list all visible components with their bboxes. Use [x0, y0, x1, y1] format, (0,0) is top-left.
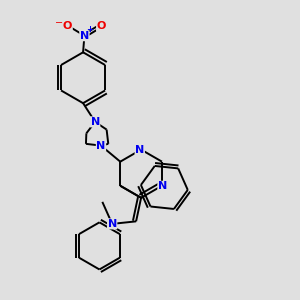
Text: O: O	[97, 21, 106, 31]
Text: +: +	[86, 25, 93, 34]
Text: N: N	[80, 31, 89, 41]
Text: N: N	[107, 219, 117, 229]
Text: N: N	[135, 145, 144, 154]
Text: N: N	[91, 117, 100, 127]
Text: N: N	[158, 181, 167, 191]
Text: −: −	[56, 18, 64, 28]
Text: N: N	[96, 141, 106, 151]
Text: O: O	[63, 21, 72, 31]
